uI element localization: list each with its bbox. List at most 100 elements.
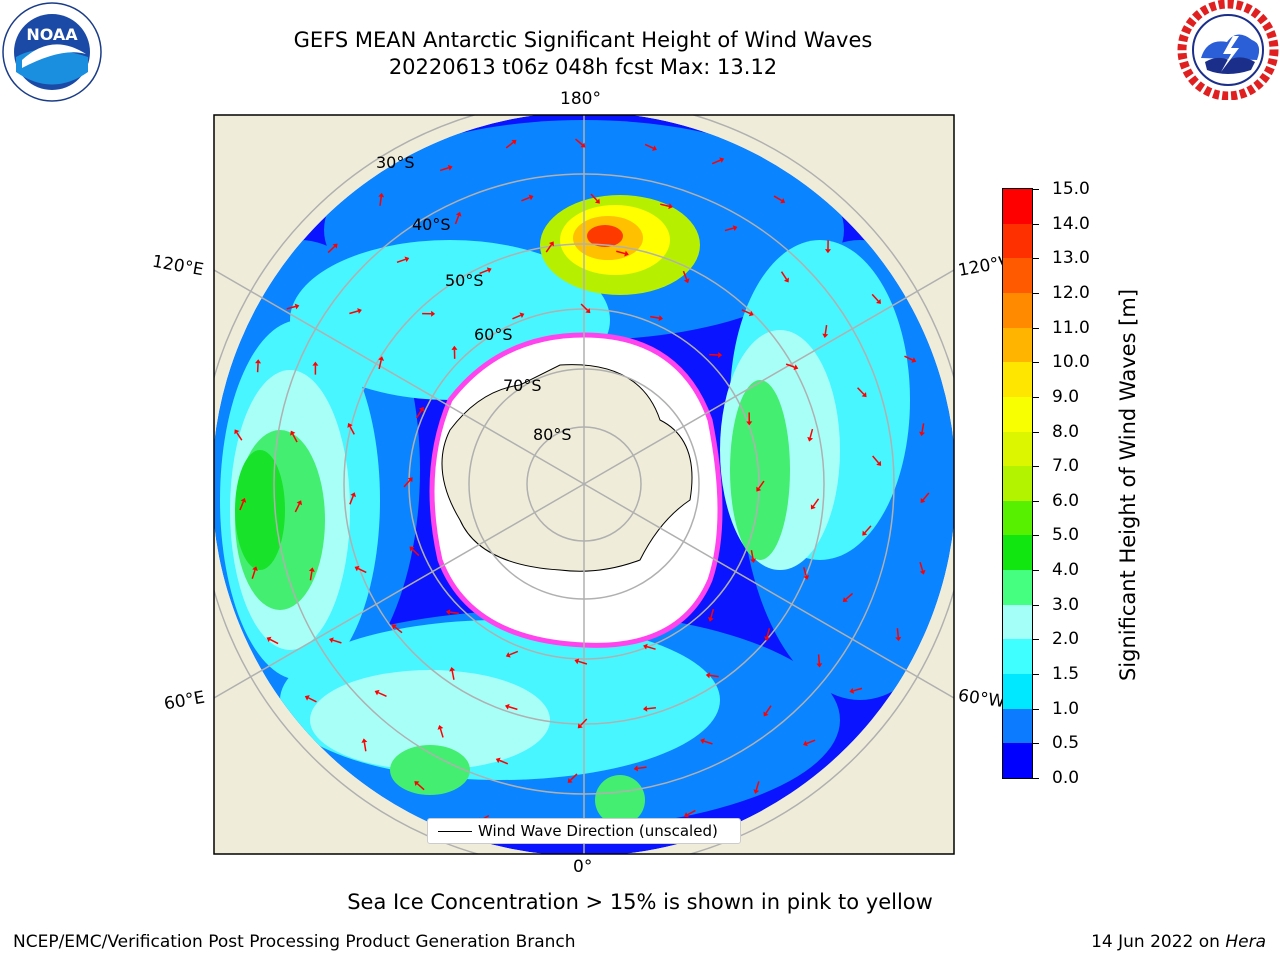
wave-direction-arrow (864, 525, 872, 534)
wave-direction-arrow (580, 303, 589, 311)
colorbar-segment (1003, 362, 1032, 397)
sea-ice-note: Sea Ice Concentration > 15% is shown in … (347, 890, 933, 914)
wave-direction-arrowhead (577, 723, 583, 729)
wave-direction-arrowhead (750, 558, 757, 563)
colorbar-tick-label: 7.0 (1052, 456, 1080, 477)
wave-direction-arrowhead (683, 278, 690, 284)
wave-direction-arrowhead (895, 636, 902, 642)
wave-direction-arrow (309, 571, 313, 581)
colorbar-tick-label: 4.0 (1052, 560, 1080, 581)
wave-direction-arrow (904, 355, 913, 361)
wave-direction-arrowhead (824, 249, 831, 254)
wave-direction-arrowhead (876, 460, 882, 466)
wave-direction-arrowhead (486, 267, 492, 273)
wave-direction-arrowhead (329, 637, 334, 644)
wave-direction-arrowhead (861, 392, 867, 398)
wave-direction-arrow (824, 324, 828, 335)
colorbar-segment (1003, 604, 1032, 640)
map-frame (213, 114, 955, 855)
wave-direction-arrowhead (567, 778, 573, 784)
wave-direction-arrowhead (495, 757, 501, 764)
wave-direction-arrow (512, 314, 521, 320)
wave-direction-arrow (919, 561, 924, 572)
wave-direction-arrow (646, 706, 656, 710)
colorbar-segment (1003, 570, 1032, 605)
wave-direction-arrow (416, 783, 425, 791)
wave-direction-arrowhead (354, 565, 360, 572)
wave-direction-arrow (521, 196, 531, 202)
wave-direction-arrowhead (842, 597, 848, 602)
colorbar-segment (1003, 466, 1032, 501)
wave-direction-arrow (286, 305, 296, 310)
wave-direction-arrowhead (374, 689, 380, 696)
wave-direction-arrowhead (455, 211, 462, 217)
wave-direction-arrowhead (378, 356, 385, 361)
wave-direction-arrowhead (683, 812, 689, 818)
wave-direction-arrowhead (357, 308, 362, 314)
wave-direction-arrowhead (707, 617, 714, 622)
wave-direction-arrowhead (437, 725, 444, 730)
wave-direction-arrowhead (643, 643, 648, 650)
colorbar-tick (1033, 500, 1039, 502)
colorbar-segment (1003, 743, 1032, 778)
wave-direction-arrowhead (756, 486, 762, 492)
wave-direction-arrowhead (451, 345, 458, 350)
wave-direction-arrow (845, 592, 854, 600)
wave-direction-arrowhead (504, 703, 510, 710)
wave-direction-arrow (349, 495, 354, 505)
wave-direction-arrow (785, 363, 795, 368)
wave-direction-arrow (780, 271, 788, 280)
wave-direction-arrow (394, 626, 403, 634)
wave-direction-arrow (637, 766, 647, 770)
wave-direction-arrow (817, 654, 821, 664)
wave-direction-arrowhead (404, 256, 410, 263)
wave-direction-arrowhead (810, 504, 816, 510)
wave-direction-arrowhead (391, 624, 397, 630)
wave-direction-arrowhead (594, 198, 600, 204)
footer-date-text: 14 Jun 2022 on (1091, 932, 1220, 952)
wave-direction-arrow (709, 674, 719, 678)
wave-direction-arrowhead (407, 477, 413, 483)
wave-direction-arrow (396, 258, 406, 264)
wave-direction-arrow (871, 293, 879, 302)
wave-direction-arrowhead (803, 575, 810, 580)
colorbar-segment (1003, 189, 1032, 224)
colorbar-tick-label: 0.5 (1052, 733, 1080, 754)
colorbar-tick (1033, 258, 1039, 260)
wave-direction-arrow (644, 143, 654, 149)
wave-direction-arrow (750, 550, 754, 560)
chart-title: GEFS MEAN Antarctic Significant Height o… (293, 28, 873, 52)
wave-direction-arrowhead (445, 609, 451, 616)
legend-label: Wind Wave Direction (unscaled) (478, 822, 718, 840)
wave-direction-arrow (710, 608, 715, 619)
colorbar-tick-label: 14.0 (1052, 213, 1090, 234)
wave-direction-arrowhead (294, 303, 300, 310)
wave-direction-arrow (377, 691, 387, 698)
wave-direction-arrow (403, 479, 411, 488)
colorbar-tick (1033, 639, 1039, 641)
wave-direction-arrowhead (920, 497, 926, 503)
colorbar-tick-label: 13.0 (1052, 248, 1090, 269)
colorbar-tick-label: 1.5 (1052, 664, 1080, 685)
lon-label-180: 180° (560, 89, 601, 109)
graticule (214, 115, 954, 854)
wave-direction-arrow (251, 569, 256, 579)
wave-direction-arrow (294, 503, 301, 513)
footer-organization: NCEP/EMC/Verification Post Processing Pr… (13, 932, 576, 952)
wave-direction-arrowhead (719, 157, 725, 163)
colorbar-tick (1033, 292, 1039, 294)
wave-direction-arrowhead (585, 308, 591, 314)
wave-direction-arrowhead (332, 243, 338, 249)
wave-direction-arrowhead (361, 738, 368, 743)
wave-direction-arrow (349, 426, 355, 435)
colorbar-tick (1033, 674, 1039, 676)
wave-direction-arrowhead (911, 357, 917, 363)
wave-direction-arrowhead (296, 500, 303, 506)
colorbar-segment (1003, 396, 1032, 432)
wave-direction-arrow (363, 742, 367, 752)
footer-date: 14 Jun 2022 on Hera (1091, 932, 1266, 952)
colorbar-tick (1033, 604, 1039, 606)
wave-direction-arrowhead (304, 695, 310, 701)
wave-direction-arrow (578, 660, 588, 665)
wave-direction-arrow (773, 195, 783, 202)
